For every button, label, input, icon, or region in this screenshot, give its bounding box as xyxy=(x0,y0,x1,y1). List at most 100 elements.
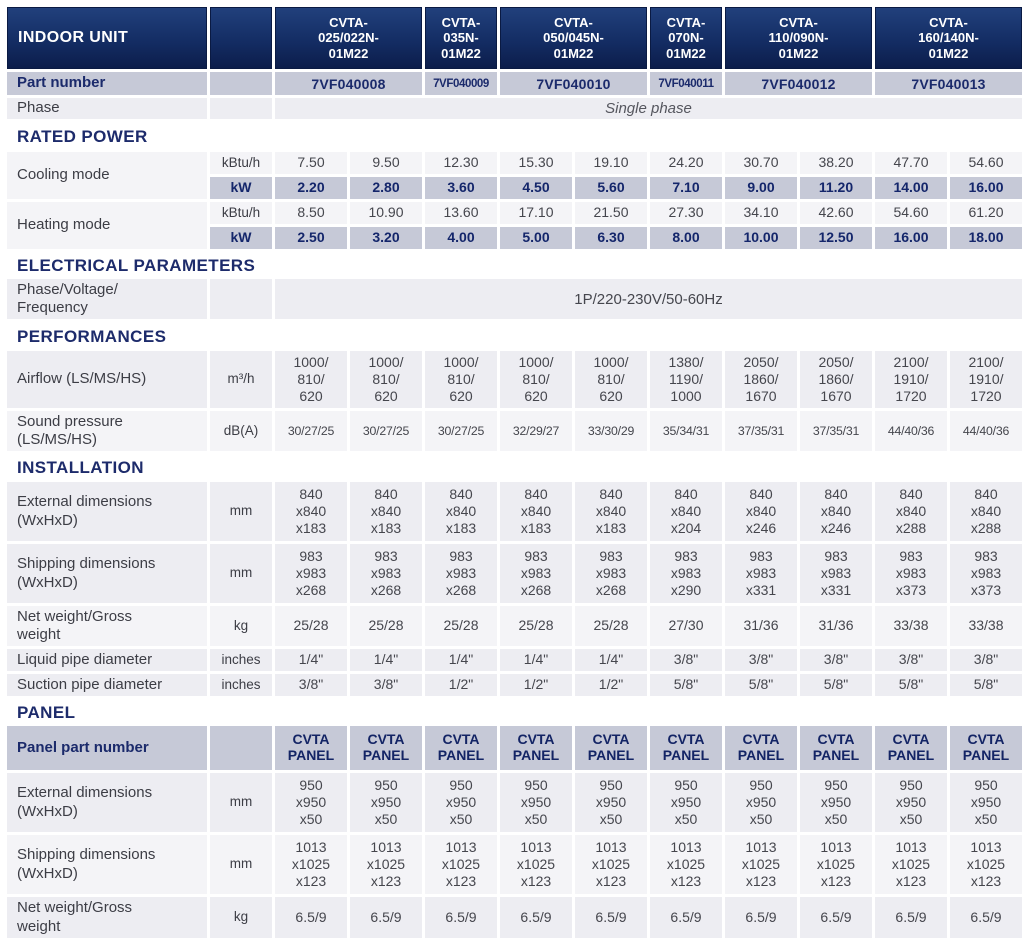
cell-value: 5.60 xyxy=(575,177,647,199)
cell-value: 1/4" xyxy=(500,649,572,671)
row-unit xyxy=(210,72,272,95)
cell-value: 30/27/25 xyxy=(425,411,497,451)
row-label: External dimensions (WxHxD) xyxy=(7,482,207,541)
part-number-value: 7VF040010 xyxy=(500,72,647,95)
cell-value: 3/8" xyxy=(950,649,1022,671)
table-row: INDOOR UNIT CVTA- 025/022N- 01M22 CVTA- 03… xyxy=(7,7,1022,69)
panel-part-number-value: CVTA PANEL xyxy=(275,726,347,770)
cell-value: 5/8" xyxy=(725,674,797,696)
cell-value: 1000/ 810/ 620 xyxy=(275,351,347,408)
row-unit xyxy=(210,726,272,770)
row-unit: mm xyxy=(210,773,272,832)
panel-part-number-value: CVTA PANEL xyxy=(800,726,872,770)
cell-value: 27/30 xyxy=(650,606,722,646)
column-header-model: CVTA- 110/090N- 01M22 xyxy=(725,7,872,69)
cell-value: 35/34/31 xyxy=(650,411,722,451)
table-row: Shipping dimensions (WxHxD) mm 1013 x1025 … xyxy=(7,835,1022,894)
cell-value: 33/38 xyxy=(875,606,947,646)
table-row: kW 2.20 2.80 3.60 4.50 5.60 7.10 9.00 11.20 14.00… xyxy=(7,177,1022,199)
cell-value: 47.70 xyxy=(875,152,947,174)
cell-value: 37/35/31 xyxy=(800,411,872,451)
column-header-model: CVTA- 160/140N- 01M22 xyxy=(875,7,1022,69)
section-title: PANEL xyxy=(7,699,1022,723)
cell-value: 6.5/9 xyxy=(875,897,947,938)
cell-value: 34.10 xyxy=(725,202,797,224)
cell-value: 1/2" xyxy=(575,674,647,696)
cell-value: 6.5/9 xyxy=(575,897,647,938)
table-row: kW 2.50 3.20 4.00 5.00 6.30 8.00 10.00 12.50 16.0… xyxy=(7,227,1022,249)
table-row: Phase/Voltage/ Frequency 1P/220-230V/50-6… xyxy=(7,279,1022,319)
cell-value: 6.5/9 xyxy=(725,897,797,938)
cell-value: 983 x983 x373 xyxy=(950,544,1022,603)
table-row: Shipping dimensions (WxHxD) mm 983 x983 x2… xyxy=(7,544,1022,603)
cell-value: 840 x840 x183 xyxy=(425,482,497,541)
cell-value: 2.20 xyxy=(275,177,347,199)
cell-value: 950 x950 x50 xyxy=(875,773,947,832)
cell-value: 44/40/36 xyxy=(875,411,947,451)
table-row: Airflow (LS/MS/HS) m³/h 1000/ 810/ 620 1000… xyxy=(7,351,1022,408)
cell-value: 44/40/36 xyxy=(950,411,1022,451)
cell-value: 6.5/9 xyxy=(500,897,572,938)
cell-value: 25/28 xyxy=(425,606,497,646)
table-row: ELECTRICAL PARAMETERS xyxy=(7,252,1022,276)
cell-value: 950 x950 x50 xyxy=(950,773,1022,832)
cell-value: 5/8" xyxy=(800,674,872,696)
row-unit: inches xyxy=(210,674,272,696)
cell-value: 5/8" xyxy=(875,674,947,696)
cell-value: 15.30 xyxy=(500,152,572,174)
part-number-value: 7VF040009 xyxy=(425,72,497,95)
cell-value: 1000/ 810/ 620 xyxy=(500,351,572,408)
cell-value: 983 x983 x331 xyxy=(800,544,872,603)
row-label: Airflow (LS/MS/HS) xyxy=(7,351,207,408)
row-unit: mm xyxy=(210,544,272,603)
table-row: Cooling mode kBtu/h 7.50 9.50 12.30 15.30 19.1… xyxy=(7,152,1022,199)
cell-value: 31/36 xyxy=(800,606,872,646)
cell-value: 950 x950 x50 xyxy=(800,773,872,832)
row-unit: m³/h xyxy=(210,351,272,408)
cell-value: 840 x840 x246 xyxy=(800,482,872,541)
table-row: Liquid pipe diameter inches 1/4" 1/4" 1/4" 1/… xyxy=(7,649,1022,671)
cell-value: 2100/ 1910/ 1720 xyxy=(875,351,947,408)
panel-part-number-value: CVTA PANEL xyxy=(425,726,497,770)
cell-value: 1380/ 1190/ 1000 xyxy=(650,351,722,408)
cell-value: 24.20 xyxy=(650,152,722,174)
spec-table-body: INDOOR UNIT CVTA- 025/022N- 01M22 CVTA- 03… xyxy=(7,7,1022,938)
cell-value: 17.10 xyxy=(500,202,572,224)
row-unit xyxy=(210,98,272,119)
cell-value: 5/8" xyxy=(650,674,722,696)
cell-value: 3.60 xyxy=(425,177,497,199)
cell-value: 3/8" xyxy=(725,649,797,671)
row-label: Cooling mode xyxy=(7,152,207,199)
cell-value: 983 x983 x268 xyxy=(425,544,497,603)
row-label: Phase/Voltage/ Frequency xyxy=(7,279,207,319)
row-unit: kW xyxy=(210,177,272,199)
cell-value: 30/27/25 xyxy=(350,411,422,451)
merged-value: Single phase xyxy=(275,98,1022,119)
cell-value: 6.5/9 xyxy=(425,897,497,938)
cell-value: 10.00 xyxy=(725,227,797,249)
cell-value: 2050/ 1860/ 1670 xyxy=(725,351,797,408)
cell-value: 1013 x1025 x123 xyxy=(425,835,497,894)
cell-value: 4.00 xyxy=(425,227,497,249)
cell-value: 31/36 xyxy=(725,606,797,646)
cell-value: 9.50 xyxy=(350,152,422,174)
cell-value: 983 x983 x268 xyxy=(500,544,572,603)
row-label: Heating mode xyxy=(7,202,207,249)
row-label: Net weight/Gross weight xyxy=(7,606,207,646)
cell-value: 33/38 xyxy=(950,606,1022,646)
cell-value: 18.00 xyxy=(950,227,1022,249)
cell-value: 54.60 xyxy=(950,152,1022,174)
part-number-value: 7VF040008 xyxy=(275,72,422,95)
cell-value: 7.50 xyxy=(275,152,347,174)
table-row: Net weight/Gross weight kg 6.5/9 6.5/9 6.5/9… xyxy=(7,897,1022,938)
table-row: PANEL xyxy=(7,699,1022,723)
cell-value: 1000/ 810/ 620 xyxy=(425,351,497,408)
row-label: Sound pressure (LS/MS/HS) xyxy=(7,411,207,451)
cell-value: 1013 x1025 x123 xyxy=(875,835,947,894)
cell-value: 1000/ 810/ 620 xyxy=(575,351,647,408)
part-number-label: Part number xyxy=(7,72,207,95)
table-row: Suction pipe diameter inches 3/8" 3/8" 1/2" 1… xyxy=(7,674,1022,696)
row-unit: mm xyxy=(210,835,272,894)
part-number-value: 7VF040012 xyxy=(725,72,872,95)
table-row: PERFORMANCES xyxy=(7,322,1022,348)
